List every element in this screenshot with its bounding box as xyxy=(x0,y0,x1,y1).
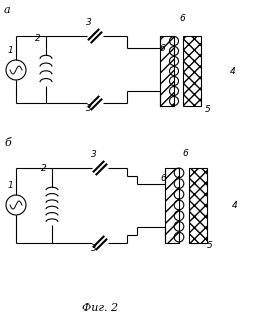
Bar xyxy=(160,36,174,106)
Text: 6: 6 xyxy=(159,44,165,53)
Text: 3: 3 xyxy=(91,244,97,253)
Text: б: б xyxy=(4,138,11,148)
Text: 3: 3 xyxy=(86,104,92,113)
Text: 2: 2 xyxy=(41,164,47,173)
Text: 1: 1 xyxy=(7,46,13,55)
Text: 5: 5 xyxy=(207,241,213,250)
Bar xyxy=(189,168,207,243)
Text: 4: 4 xyxy=(230,67,236,76)
Text: 6: 6 xyxy=(182,149,188,158)
Text: 4: 4 xyxy=(232,201,238,210)
Text: 6: 6 xyxy=(179,14,185,23)
Text: 3: 3 xyxy=(86,18,92,27)
Text: 6: 6 xyxy=(160,174,166,183)
Text: 2: 2 xyxy=(35,34,41,43)
Text: a: a xyxy=(4,5,11,15)
Bar xyxy=(165,168,179,243)
Text: 5: 5 xyxy=(205,105,211,114)
Text: 3: 3 xyxy=(91,150,97,159)
Bar xyxy=(183,36,201,106)
Text: 1: 1 xyxy=(7,181,13,190)
Text: Фиг. 2: Фиг. 2 xyxy=(82,303,118,313)
